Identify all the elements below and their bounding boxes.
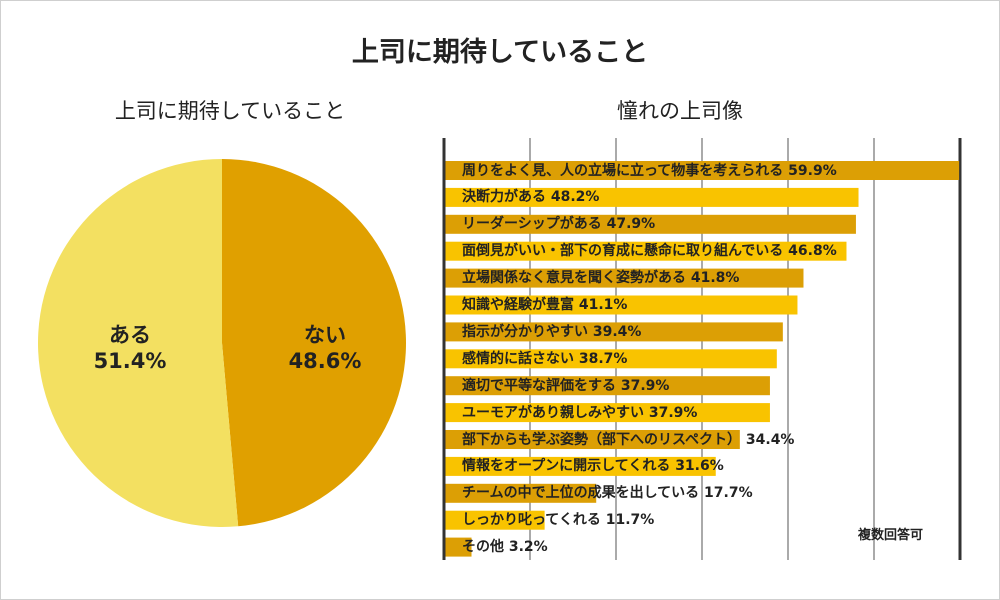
pie-label-nai-value: 48.6%: [288, 349, 362, 373]
bar-chart-title: 憧れの上司像: [617, 99, 743, 123]
bar-12: [444, 483, 597, 503]
bar-label-6: 指示が分かりやすい 39.4%: [462, 323, 642, 340]
pie-label-aru: ある 51.4%: [75, 322, 185, 374]
bar-3: [444, 241, 847, 261]
pie-label-nai-text: ない: [304, 323, 346, 347]
bar-label-3: 面倒見がいい・部下の育成に懸命に取り組んでいる 46.8%: [462, 243, 837, 260]
pie-slice-0: [222, 159, 407, 527]
pie-label-aru-value: 51.4%: [93, 349, 167, 373]
bar-11: [444, 456, 716, 476]
bar-7: [444, 349, 777, 369]
bar-0: [444, 161, 960, 180]
bar-label-1: 決断力がある 48.2%: [462, 189, 600, 206]
bar-6: [444, 322, 783, 342]
bar-label-12: チームの中で上位の成果を出している 17.7%: [462, 485, 753, 502]
pie-slice-1: [38, 159, 239, 527]
multiple-answers-note: 複数回答可: [858, 528, 924, 543]
bar-label-0: 周りをよく見、人の立場に立って物事を考えられる 59.9%: [462, 162, 837, 179]
bar-label-11: 情報をオープンに開示してくれる 31.6%: [462, 458, 724, 475]
bar-1: [444, 187, 859, 207]
bar-label-14: その他 3.2%: [462, 539, 548, 556]
bar-2: [444, 214, 856, 234]
bar-label-13: しっかり叱ってくれる 11.7%: [462, 512, 655, 529]
bar-label-8: 適切で平等な評価をする 37.9%: [462, 377, 670, 394]
bar-label-4: 立場関係なく意見を聞く姿勢がある 41.8%: [462, 270, 740, 287]
bar-label-9: ユーモアがあり親しみやすい 37.9%: [462, 404, 698, 421]
pie-label-aru-text: ある: [109, 323, 151, 347]
bar-14: [444, 537, 472, 557]
bar-label-2: リーダーシップがある 47.9%: [462, 216, 656, 233]
bar-9: [444, 403, 770, 423]
pie-label-nai: ない 48.6%: [270, 322, 380, 374]
pie-chart-title: 上司に期待していること: [114, 99, 346, 123]
bar-4: [444, 268, 804, 288]
bar-label-5: 知識や経験が豊富 41.1%: [462, 297, 628, 313]
bar-label-10: 部下からも学ぶ姿勢（部下へのリスペクト） 34.4%: [462, 431, 795, 448]
bar-8: [444, 376, 770, 396]
bar-label-7: 感情的に話さない 38.7%: [462, 350, 628, 367]
bar-13: [444, 510, 545, 530]
bar-5: [444, 295, 798, 315]
bar-10: [444, 430, 740, 449]
main-title: 上司に期待していること: [351, 37, 649, 68]
